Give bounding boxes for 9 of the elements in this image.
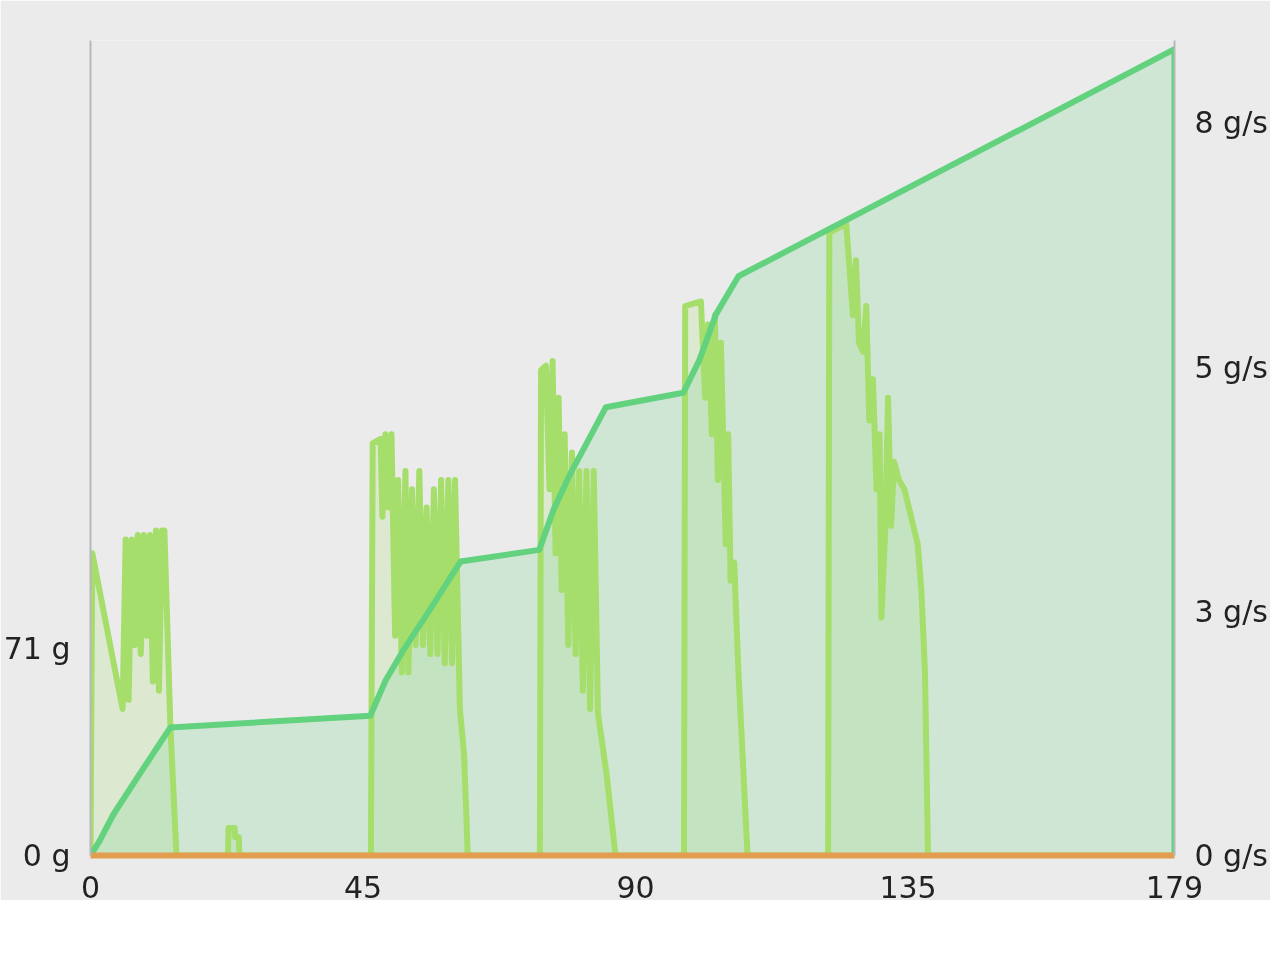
y2-tick-label: 8 g/s (1194, 105, 1268, 141)
y-tick-label: 0 g (22, 838, 71, 873)
x-tick-label: 90 (616, 869, 655, 905)
y2-tick-label: 3 g/s (1194, 593, 1268, 629)
y-tick-label: 71 g (3, 631, 71, 667)
y2-tick-label: 5 g/s (1194, 349, 1268, 385)
x-tick-label: 135 (879, 869, 937, 905)
x-tick-label: 0 (80, 869, 101, 905)
x-tick-label: 45 (343, 869, 383, 905)
